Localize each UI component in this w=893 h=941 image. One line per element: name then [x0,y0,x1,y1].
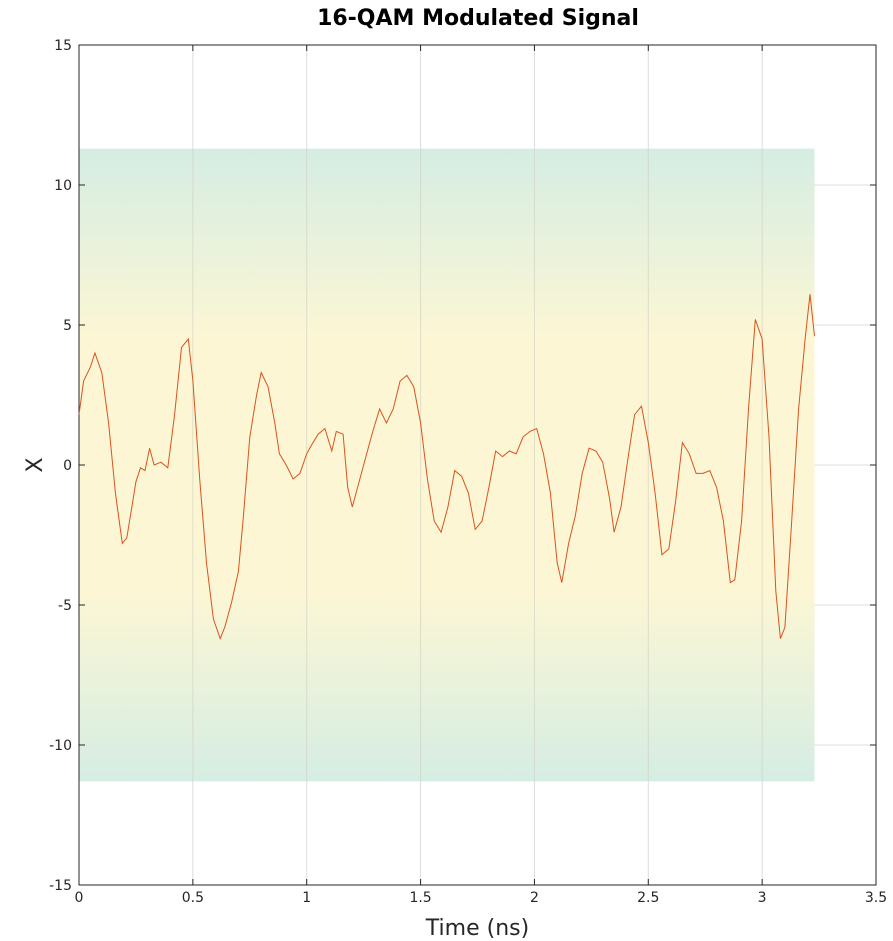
x-tick-label: 2.5 [637,890,659,906]
y-tick-label: 10 [54,178,72,194]
y-tick-label: -5 [58,598,72,614]
y-tick-label: 15 [54,38,72,54]
x-tick-label: 0 [75,890,84,906]
x-tick-label: 0.5 [182,890,204,906]
y-axis-label: X [23,457,48,472]
x-axis-label: Time (ns) [425,916,529,941]
y-tick-label: 5 [63,318,72,334]
signal-line [78,294,815,641]
x-tick-label: 2 [530,890,539,906]
x-tick-label: 1 [302,890,311,906]
y-tick-label: -10 [49,738,72,754]
chart-title: 16-QAM Modulated Signal [317,6,639,31]
x-tick-label: 3.5 [865,890,887,906]
background-band [79,148,815,782]
x-tick-label: 1.5 [409,890,431,906]
y-tick-label: 0 [63,458,72,474]
x-tick-label: 3 [758,890,767,906]
y-tick-label: -15 [49,878,72,894]
